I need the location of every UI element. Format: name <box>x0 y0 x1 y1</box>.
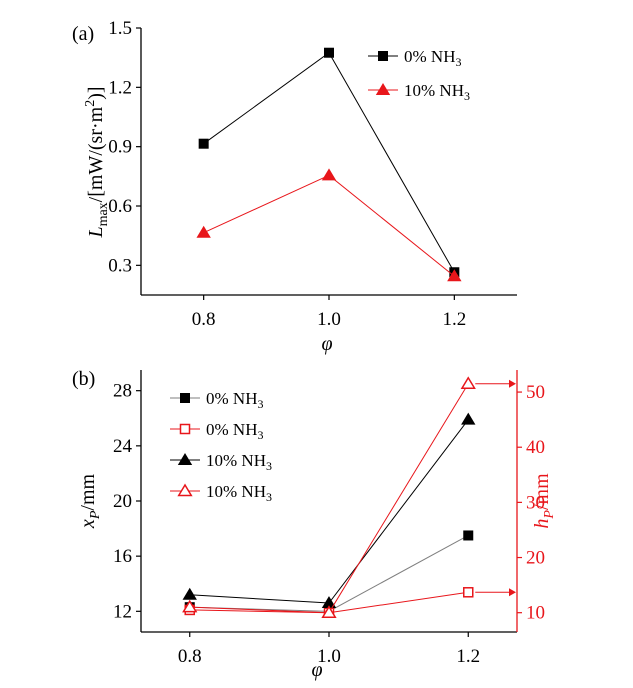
chart-a-x-tick-label: 1.0 <box>317 309 341 330</box>
chart-b-series-3-point <box>182 599 198 613</box>
chart-a-x-tick-label: 1.2 <box>442 309 466 330</box>
chart-a-x-axis-label: φ <box>321 333 332 355</box>
chart-b-legend-2-marker <box>177 453 193 465</box>
chart-a-legend-0-marker <box>378 51 388 61</box>
chart-a-series-0-point <box>198 138 209 149</box>
chart-b-panel-label: (b) <box>72 368 95 390</box>
chart-a-legend-1-label: 10% NH3 <box>404 81 470 103</box>
chart-b-series-0-point <box>463 530 474 541</box>
chart-b-series-2-line <box>189 419 469 604</box>
chart-b-left-y-tick-label: 24 <box>113 436 133 457</box>
chart-a-y-tick-label: 1.2 <box>108 77 132 98</box>
chart-b-series-2-point <box>461 412 476 425</box>
chart-b-ticks: 12 16 20 24 28 10 20 30 40 50 0.8 1.0 1.2 <box>113 381 545 667</box>
chart-b-series-2-point <box>182 587 197 600</box>
chart-b-right-y-axis-label: hP/mm <box>531 473 557 529</box>
chart-a-series-0-point <box>324 47 334 58</box>
chart-a-y-tick-label: 0.9 <box>108 137 132 158</box>
chart-a-data <box>196 47 462 282</box>
chart-b-x-tick-label: 1.0 <box>317 646 341 667</box>
chart-a-ticks: 0.3 0.6 0.9 1.2 1.5 0.8 1.0 1.2 <box>108 18 466 330</box>
chart-a-series-1-point <box>321 168 337 181</box>
chart-b-legend-1-marker <box>179 423 191 435</box>
chart-a-panel-label: (a) <box>72 23 94 45</box>
chart-b-x-axis-label: φ <box>311 659 322 681</box>
chart-b-right-y-tick-label: 40 <box>526 437 545 458</box>
chart-b-legend-0-label: 0% NH3 <box>206 389 263 411</box>
chart-b-x-tick-label: 1.2 <box>456 646 480 667</box>
chart-b-legend-2-label: 10% NH3 <box>206 451 272 473</box>
chart-a: (a) φ Lmax/[mW/(sr·m2)] 0.30.60.91.21.50… <box>72 18 517 355</box>
chart-b-legend-0-marker <box>180 393 190 403</box>
chart-b-axis-arrow-head <box>509 379 516 388</box>
chart-a-y-tick-label: 1.5 <box>108 18 132 39</box>
chart-a-y-tick-label: 0.3 <box>108 255 132 276</box>
chart-b-right-y-tick-label: 30 <box>526 492 545 513</box>
chart-b-axis-arrow-head <box>509 588 516 597</box>
chart-a-x-tick-label: 0.8 <box>192 309 216 330</box>
chart-b-legend-3-label: 10% NH3 <box>206 482 272 504</box>
chart-a-legend-0-label: 0% NH3 <box>404 47 461 69</box>
chart-b-data <box>182 376 516 618</box>
chart-b-legend-1-label: 0% NH3 <box>206 420 263 442</box>
chart-b-x-tick-label: 0.8 <box>178 646 202 667</box>
chart-b-left-y-tick-label: 28 <box>113 381 132 402</box>
chart-a-legend-1-marker <box>375 83 391 95</box>
chart-b-right-y-tick-label: 20 <box>526 548 545 569</box>
chart-b-series-3-point <box>460 376 476 390</box>
chart-b-right-y-tick-label: 50 <box>526 382 545 403</box>
chart-b-legend-3-marker <box>177 483 193 497</box>
chart-a-y-tick-label: 0.6 <box>108 196 132 217</box>
chart-a-series-1-point <box>196 225 211 238</box>
chart-b-left-y-tick-label: 12 <box>113 601 132 622</box>
chart-b-series-1-point <box>463 587 474 598</box>
chart-b-series-3-point <box>321 605 337 618</box>
chart-a-series-1-point <box>447 269 462 282</box>
chart-b-left-y-axis-label: xP/mm <box>77 473 103 529</box>
chart-b-left-y-tick-label: 20 <box>113 491 132 512</box>
chart-a-series-1-line <box>203 174 455 277</box>
chart-b: (b) φ xP/mm hP/mm 12 16 20 24 28 10 20 30 40 50 0.… <box>72 368 557 681</box>
chart-a-y-axis-label: Lmax/[mW/(sr·m2)] <box>83 86 111 238</box>
chart-b-right-y-tick-label: 10 <box>526 603 545 624</box>
chart-a-legend: 0% NH3 10% NH3 <box>368 47 470 103</box>
chart-b-left-y-tick-label: 16 <box>113 546 132 567</box>
chart-b-legend: 0% NH3 0% NH3 10% NH3 10% NH3 <box>170 389 272 504</box>
